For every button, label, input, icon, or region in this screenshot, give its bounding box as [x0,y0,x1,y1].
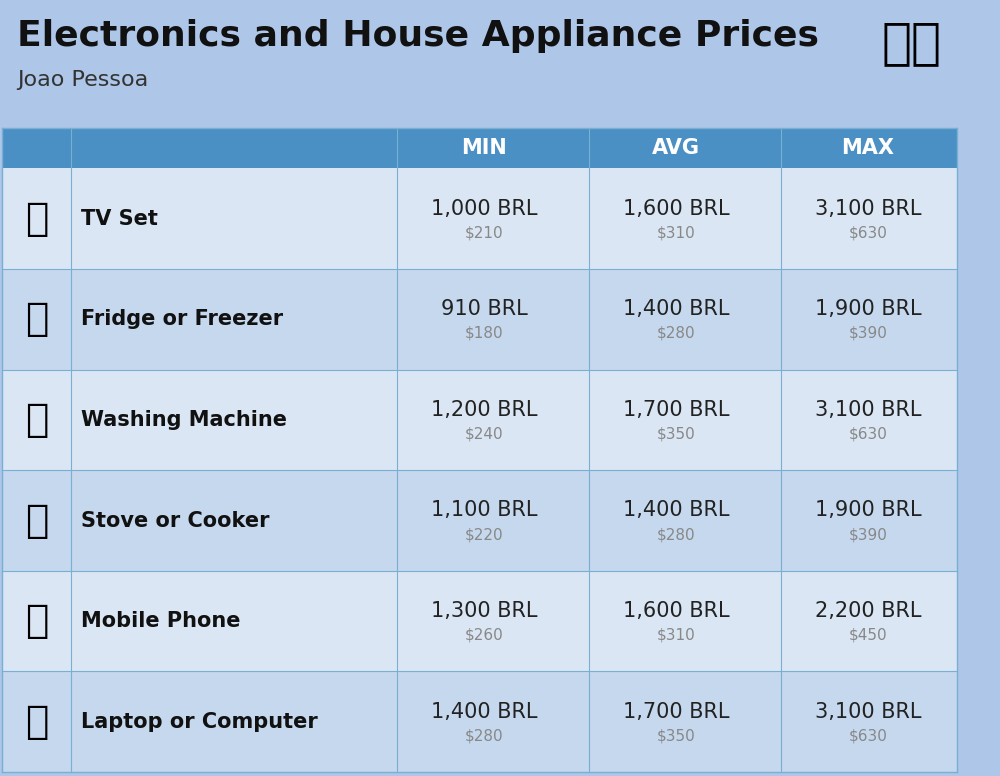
Text: 1,600 BRL: 1,600 BRL [623,199,729,219]
Text: 910 BRL: 910 BRL [441,300,528,319]
Text: 1,700 BRL: 1,700 BRL [623,702,729,722]
Text: 1,400 BRL: 1,400 BRL [431,702,538,722]
FancyBboxPatch shape [2,470,957,571]
Text: $390: $390 [849,527,887,542]
Text: Fridge or Freezer: Fridge or Freezer [81,310,283,329]
Text: Stove or Cooker: Stove or Cooker [81,511,269,531]
Text: 3,100 BRL: 3,100 BRL [815,702,921,722]
Text: 1,100 BRL: 1,100 BRL [431,501,538,521]
Text: 1,300 BRL: 1,300 BRL [431,601,538,621]
Text: $630: $630 [849,729,887,743]
Text: 3,100 BRL: 3,100 BRL [815,400,921,420]
Text: $350: $350 [657,729,696,743]
Text: $280: $280 [657,326,695,341]
Text: Laptop or Computer: Laptop or Computer [81,712,317,732]
Text: 1,900 BRL: 1,900 BRL [815,300,921,319]
Text: $210: $210 [465,225,504,240]
Text: MAX: MAX [841,138,894,158]
Text: Mobile Phone: Mobile Phone [81,611,240,631]
Text: 💻: 💻 [25,703,48,741]
Text: Washing Machine: Washing Machine [81,410,287,430]
Text: $240: $240 [465,427,504,442]
FancyBboxPatch shape [2,671,957,772]
Text: $280: $280 [465,729,504,743]
Text: 1,000 BRL: 1,000 BRL [431,199,538,219]
Text: 1,900 BRL: 1,900 BRL [815,501,921,521]
Text: $260: $260 [465,628,504,643]
Text: 📺: 📺 [25,199,48,237]
Text: 2,200 BRL: 2,200 BRL [815,601,921,621]
Text: 3,100 BRL: 3,100 BRL [815,199,921,219]
Text: $220: $220 [465,527,504,542]
Text: $630: $630 [849,427,887,442]
Text: 1,700 BRL: 1,700 BRL [623,400,729,420]
Text: 📱: 📱 [25,602,48,640]
FancyBboxPatch shape [2,369,957,470]
FancyBboxPatch shape [2,571,957,671]
Text: Electronics and House Appliance Prices: Electronics and House Appliance Prices [17,19,819,54]
FancyBboxPatch shape [2,128,957,168]
Text: $180: $180 [465,326,504,341]
Text: 1,600 BRL: 1,600 BRL [623,601,729,621]
Text: $350: $350 [657,427,696,442]
FancyBboxPatch shape [2,168,957,269]
Text: 🔥: 🔥 [25,501,48,539]
FancyBboxPatch shape [2,269,957,369]
Text: 1,400 BRL: 1,400 BRL [623,501,729,521]
Text: Joao Pessoa: Joao Pessoa [17,70,149,90]
Text: $450: $450 [849,628,887,643]
Text: TV Set: TV Set [81,209,157,229]
Text: $310: $310 [657,225,696,240]
Text: $630: $630 [849,225,887,240]
Text: 1,200 BRL: 1,200 BRL [431,400,538,420]
Text: MIN: MIN [461,138,507,158]
Text: AVG: AVG [652,138,700,158]
Text: $390: $390 [849,326,887,341]
Text: 🇧🇷: 🇧🇷 [881,19,941,68]
Text: $310: $310 [657,628,696,643]
Text: 🗄: 🗄 [25,300,48,338]
Text: 🌀: 🌀 [25,401,48,439]
Text: 1,400 BRL: 1,400 BRL [623,300,729,319]
Text: $280: $280 [657,527,695,542]
